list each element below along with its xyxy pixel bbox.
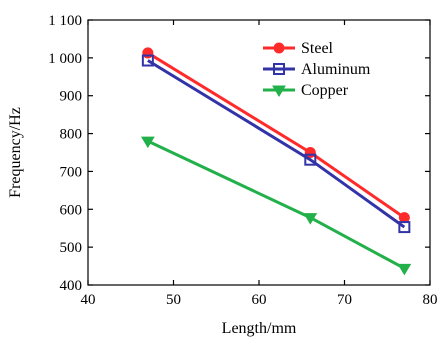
y-tick-label: 900 (60, 89, 83, 105)
tick-labels: 40 50 60 70 80 400 500 600 700 800 900 1 000 1 100 (48, 13, 437, 308)
y-tick-label: 1 000 (48, 51, 82, 67)
series-aluminum (141, 54, 411, 234)
plot-frame (87, 19, 431, 286)
y-tick-label: 400 (60, 278, 83, 294)
legend-item-copper: Copper (263, 82, 349, 99)
data-point-aluminum (141, 54, 154, 67)
series-line-copper (147, 139, 406, 270)
y-tick-label: 600 (60, 202, 83, 218)
y-tick-label: 1 100 (48, 13, 82, 29)
x-tick-label: 80 (423, 292, 438, 308)
legend-marker-copper (272, 85, 286, 97)
data-point-aluminum (304, 153, 317, 166)
series-copper (140, 136, 412, 276)
data-point-copper (303, 213, 318, 225)
legend-item-aluminum: Aluminum (263, 61, 371, 78)
legend-label: Steel (301, 40, 334, 57)
x-axis-label: Length/mm (222, 320, 297, 337)
x-tick-label: 40 (81, 292, 96, 308)
legend-marker-steel (273, 42, 285, 54)
series-group (140, 47, 412, 276)
x-tick-label: 70 (337, 292, 352, 308)
legend: Steel Aluminum Copper (263, 40, 371, 99)
data-point-aluminum (398, 221, 411, 234)
y-axis-label: Frequency/Hz (7, 107, 24, 198)
axis-ticks (87, 19, 431, 286)
data-point-copper (397, 263, 412, 276)
series-line-aluminum (147, 59, 406, 229)
legend-marker-aluminum (273, 63, 285, 75)
y-tick-label: 800 (60, 127, 83, 143)
data-point-copper (140, 136, 155, 149)
legend-label: Copper (301, 82, 349, 99)
legend-item-steel: Steel (263, 40, 334, 57)
y-tick-label: 500 (60, 240, 83, 256)
y-tick-label: 700 (60, 164, 83, 180)
legend-label: Aluminum (301, 61, 371, 78)
x-tick-label: 60 (252, 292, 267, 308)
x-tick-label: 50 (166, 292, 181, 308)
